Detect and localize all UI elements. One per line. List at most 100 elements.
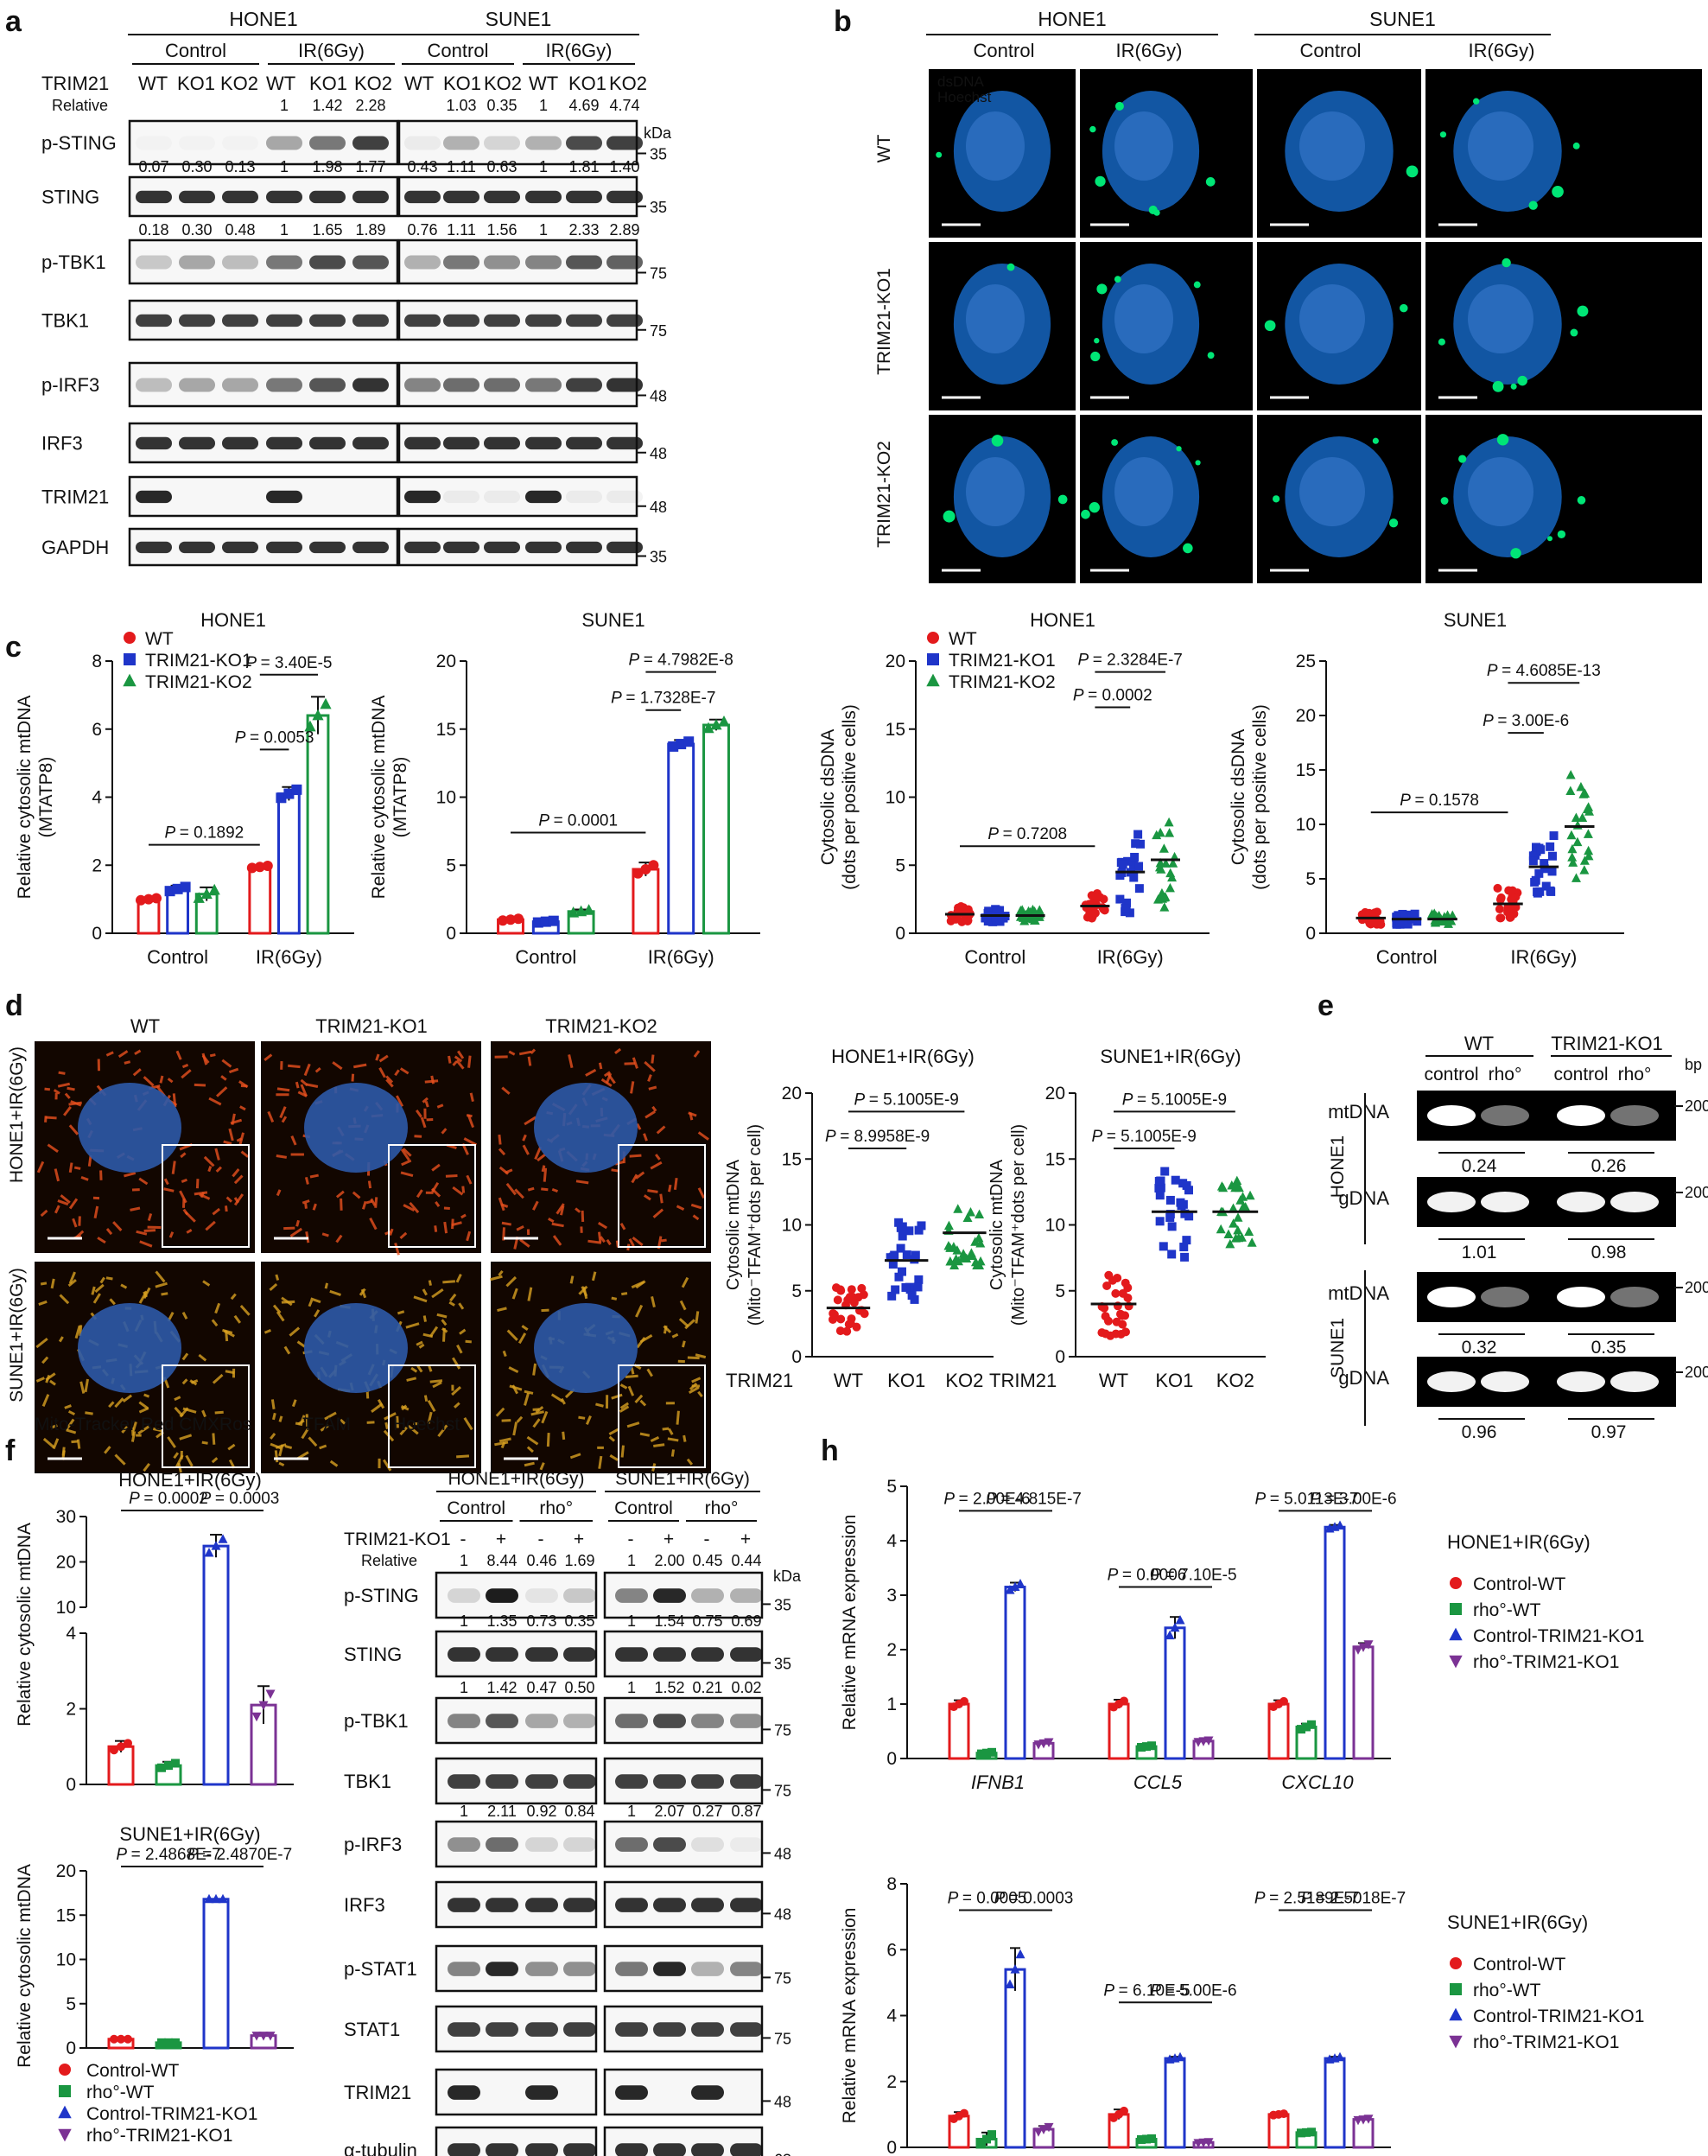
point: [1307, 1720, 1316, 1729]
mito-fragment: [405, 1322, 420, 1329]
quant-value: 1.11: [447, 221, 476, 238]
mito-fragment: [42, 1437, 55, 1449]
point: [842, 1326, 852, 1336]
point: [905, 1226, 914, 1236]
band: [525, 1837, 558, 1852]
point: [208, 883, 220, 895]
point: [1044, 1738, 1054, 1748]
band: [484, 490, 520, 504]
micro-tile: [490, 1262, 711, 1473]
point: [1018, 913, 1028, 922]
mito-fragment: [403, 1204, 416, 1212]
mito-fragment: [644, 1060, 656, 1072]
quant-value: 0.63: [486, 158, 517, 175]
mito-fragment: [73, 1166, 81, 1170]
band: [691, 1898, 724, 1912]
mito-fragment: [74, 1230, 85, 1239]
point: [1572, 836, 1583, 847]
blot-p-IRF3: p-IRF3 48: [41, 361, 667, 408]
dsDNA-dot: [1090, 351, 1101, 362]
mito-fragment: [621, 1292, 628, 1296]
mito-fragment: [397, 1310, 405, 1315]
point: [1546, 886, 1555, 895]
point: [1437, 916, 1447, 925]
point: [1175, 2051, 1185, 2062]
point: [1178, 1199, 1188, 1209]
mito-fragment: [416, 1364, 423, 1373]
band: [222, 541, 258, 554]
mito-fragment: [114, 1397, 124, 1409]
point: [1233, 1224, 1243, 1235]
mito-fragment: [290, 1135, 297, 1146]
band: [222, 255, 258, 270]
point: [1130, 852, 1140, 862]
chart-title: HONE1: [1030, 609, 1095, 631]
point: [1120, 2106, 1128, 2115]
point: [1044, 2122, 1054, 2133]
point: [1030, 915, 1040, 925]
point: [320, 697, 332, 709]
blot-p-TBK1: p-TBK1 0.18 0.30 0.48 1 1.65 1.89 0.76 1.11 1.56 1…: [41, 221, 667, 285]
mito-fragment: [168, 1231, 175, 1238]
point: [171, 2038, 180, 2047]
mito-fragment: [426, 1118, 434, 1122]
point: [1392, 913, 1401, 922]
mito-fragment: [505, 1275, 517, 1288]
cell-line-label: HONE1: [229, 8, 297, 30]
bp-marker: 200: [1685, 1279, 1708, 1296]
band: [606, 378, 643, 392]
point: [835, 1326, 845, 1336]
band: [448, 1774, 480, 1789]
blot-label: p-IRF3: [344, 1834, 402, 1855]
point: [1508, 892, 1517, 901]
mito-fragment: [340, 1418, 346, 1425]
point: [204, 1548, 214, 1557]
band: [653, 2022, 686, 2037]
condition-label: IR(6Gy): [298, 40, 365, 61]
mito-fragment: [35, 1377, 45, 1383]
tile-gap: [1076, 69, 1080, 583]
band: [404, 541, 441, 554]
point: [1015, 905, 1025, 915]
mito-fragment: [451, 1357, 461, 1370]
mito-fragment: [104, 1446, 111, 1454]
mito-fragment: [352, 1191, 361, 1199]
point: [1184, 1186, 1193, 1195]
band: [352, 136, 389, 150]
dsDNA-dot: [1372, 437, 1379, 444]
mito-fragment: [683, 1434, 687, 1442]
mito-fragment: [518, 1050, 532, 1056]
mito-fragment: [385, 1075, 394, 1084]
mito-fragment: [174, 1406, 184, 1417]
micro-tile: [1425, 242, 1590, 410]
point: [1578, 789, 1589, 798]
gel-label: gDNA: [1338, 1187, 1389, 1209]
dsDNA-dot: [1406, 165, 1419, 178]
point: [1121, 1327, 1130, 1337]
point: [1111, 1329, 1121, 1339]
band: [266, 378, 302, 392]
mito-fragment: [384, 1412, 397, 1421]
mito-fragment: [295, 1081, 300, 1089]
lane-label: KO2: [609, 73, 647, 94]
bar: [1108, 1702, 1130, 1760]
mito-fragment: [653, 1443, 665, 1447]
band: [486, 1647, 518, 1662]
band: [486, 1714, 518, 1728]
point: [1302, 1722, 1311, 1732]
mito-fragment: [527, 1287, 533, 1301]
band: [525, 1774, 558, 1789]
mito-fragment: [635, 1304, 644, 1318]
point: [1175, 1614, 1185, 1625]
band: [566, 255, 602, 270]
x-group-label: Control: [515, 946, 576, 968]
x-group-label: IR(6Gy): [1510, 946, 1577, 968]
mito-fragment: [413, 1295, 428, 1303]
mito-fragment: [64, 1092, 71, 1099]
mito-fragment: [546, 1433, 550, 1447]
mito-fragment: [551, 1222, 564, 1228]
band: [486, 1962, 518, 1976]
mito-fragment: [78, 1216, 81, 1226]
mito-fragment: [677, 1359, 685, 1364]
mito-fragment: [137, 1425, 149, 1435]
